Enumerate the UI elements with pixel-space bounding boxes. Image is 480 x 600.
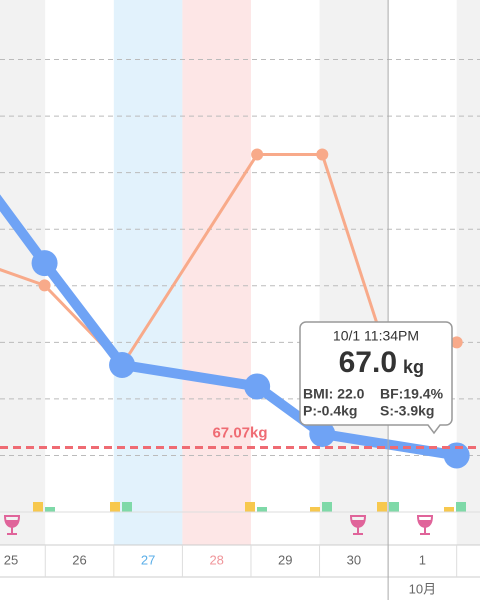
- indicator: [456, 502, 466, 512]
- x-tick-label: 27: [141, 552, 155, 567]
- tooltip-box: [299, 321, 453, 435]
- x-tick-label: 30: [347, 552, 361, 567]
- wine-icon: [3, 515, 434, 535]
- tooltip-bmi: BMI: 22.0: [303, 386, 365, 402]
- data-point: [251, 148, 264, 161]
- indicator: [257, 507, 267, 512]
- tooltip-bf: BF:19.4%: [380, 386, 444, 402]
- x-tick-label: 29: [278, 552, 292, 567]
- day-column: [456, 0, 480, 545]
- indicator: [310, 507, 320, 512]
- tooltip-datetime: 10/1 11:34PM: [333, 328, 419, 344]
- data-point: [309, 420, 336, 447]
- indicator-layer: [0, 502, 480, 535]
- tooltip-weight: 67.0: [339, 346, 397, 379]
- tooltip-unit: kg: [403, 357, 424, 377]
- day-column: [250, 0, 320, 545]
- tooltip-s: S:-3.9kg: [380, 403, 434, 419]
- x-tick-label: 25: [4, 552, 18, 567]
- x-tick-label: 28: [209, 552, 223, 567]
- data-point: [443, 442, 470, 469]
- wine-fill: [6, 520, 18, 526]
- indicator: [389, 502, 399, 512]
- day-column: [319, 0, 389, 545]
- x-axis: 25 26 27 28 29 30 1: [0, 544, 480, 578]
- data-point: [244, 373, 271, 400]
- x-tick-label: 1: [419, 552, 426, 567]
- tooltip-p: P:-0.4kg: [303, 403, 357, 419]
- wine-fill: [419, 520, 431, 526]
- series-line: [0, 194, 458, 461]
- indicator: [122, 502, 132, 512]
- background-layer: [0, 0, 480, 545]
- month-label: 10月: [409, 581, 436, 596]
- data-point: [316, 148, 329, 161]
- indicator: [33, 502, 43, 512]
- wine-fill: [352, 520, 364, 526]
- reference-label: 67.07kg: [212, 424, 267, 441]
- indicator: [322, 502, 332, 512]
- data-point: [38, 279, 51, 292]
- indicator: [245, 502, 255, 512]
- data-point: [450, 336, 463, 349]
- indicator: [444, 507, 454, 512]
- indicator: [110, 502, 120, 512]
- indicator: [377, 502, 387, 512]
- data-point: [109, 351, 136, 378]
- data-point: [31, 250, 58, 277]
- day-column: [182, 0, 251, 545]
- tooltip: 10/1 11:34PM 67.0 kg BMI: 22.0 BF:19.4% …: [299, 321, 453, 435]
- day-column: [113, 0, 183, 545]
- indicator: [45, 507, 55, 512]
- x-tick-label: 26: [72, 552, 86, 567]
